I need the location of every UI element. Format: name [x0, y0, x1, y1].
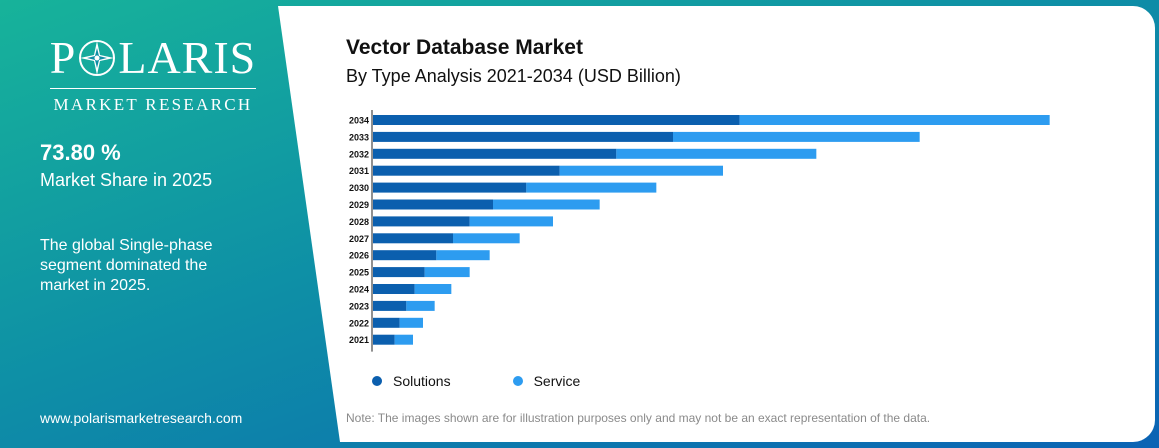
bar-service-2031	[559, 165, 723, 176]
y-tick-label: 2034	[349, 116, 369, 126]
bar-service-2021	[394, 334, 413, 345]
y-tick-label: 2033	[349, 132, 369, 142]
disclaimer-note: Note: The images shown are for illustrat…	[346, 411, 931, 425]
bar-solutions-2021	[373, 334, 395, 345]
legend-item-solutions: Solutions	[372, 373, 451, 389]
legend-label-solutions: Solutions	[393, 373, 451, 389]
bar-solutions-2030	[373, 182, 527, 193]
bar-solutions-2025	[373, 267, 425, 278]
bar-solutions-2023	[373, 300, 407, 311]
bar-service-2024	[414, 284, 452, 294]
legend-swatch-solutions	[372, 376, 382, 386]
bar-solutions-2029	[373, 199, 493, 210]
bar-solutions-2031	[373, 165, 560, 176]
y-tick-label: 2026	[349, 251, 369, 261]
bar-service-2025	[424, 267, 470, 278]
logo-subtitle: MARKET RESEARCH	[53, 95, 253, 114]
website-link[interactable]: www.polarismarketresearch.com	[40, 410, 243, 426]
bar-chart: 2034 2033 2032 2031 2030 2029 2028 2027 2026 2025…	[349, 110, 1050, 352]
bar-solutions-2022	[373, 317, 400, 328]
sidebar: P LARIS MARKET RESEARCH 73.80 % Market S…	[0, 0, 345, 448]
segment-description: The global Single-phase segment dominate…	[40, 237, 213, 294]
legend-swatch-service	[512, 376, 523, 386]
y-tick-label: 2023	[349, 301, 369, 311]
y-tick-label: 2030	[349, 183, 369, 193]
y-tick-label: 2032	[349, 149, 369, 159]
bar-service-2027	[453, 233, 520, 244]
logo-divider	[50, 88, 256, 89]
compass-star-icon	[79, 40, 116, 76]
brand-logo: P LARIS MARKET RESEARCH	[46, 34, 260, 115]
bar-service-2026	[436, 250, 490, 261]
bar-solutions-2032	[373, 148, 617, 159]
bar-solutions-2028	[373, 216, 470, 227]
legend-label-service: Service	[533, 373, 581, 389]
market-share-label: Market Share in 2025	[40, 170, 213, 190]
y-tick-label: 2028	[349, 217, 369, 227]
bar-solutions-2027	[373, 233, 453, 244]
bar-service-2030	[526, 182, 657, 193]
y-tick-label: 2027	[349, 234, 369, 244]
y-tick-label: 2029	[349, 200, 369, 210]
bar-service-2022	[399, 317, 423, 328]
bar-service-2033	[673, 131, 920, 142]
bar-solutions-2033	[373, 131, 673, 142]
legend-item-service: Service	[512, 373, 581, 389]
y-tick-label: 2025	[349, 268, 369, 278]
chart-title: Vector Database Market	[346, 36, 583, 59]
market-share-value: 73.80 %	[40, 140, 121, 165]
y-tick-label: 2021	[349, 335, 369, 345]
y-tick-label: 2022	[349, 318, 369, 328]
chart-legend: Solutions Service	[372, 373, 642, 389]
bar-service-2032	[616, 148, 817, 159]
bar-service-2029	[493, 199, 600, 210]
bar-service-2023	[406, 300, 435, 311]
y-tick-label: 2031	[349, 166, 369, 176]
bar-service-2034	[739, 115, 1050, 125]
logo-wordmark: P LARIS	[49, 32, 257, 83]
bar-solutions-2026	[373, 250, 437, 261]
y-tick-label: 2024	[349, 285, 369, 295]
bar-service-2028	[469, 216, 553, 227]
bar-solutions-2034	[373, 115, 740, 125]
chart-subtitle: By Type Analysis 2021-2034 (USD Billion)	[346, 66, 681, 86]
bar-solutions-2024	[373, 284, 415, 294]
